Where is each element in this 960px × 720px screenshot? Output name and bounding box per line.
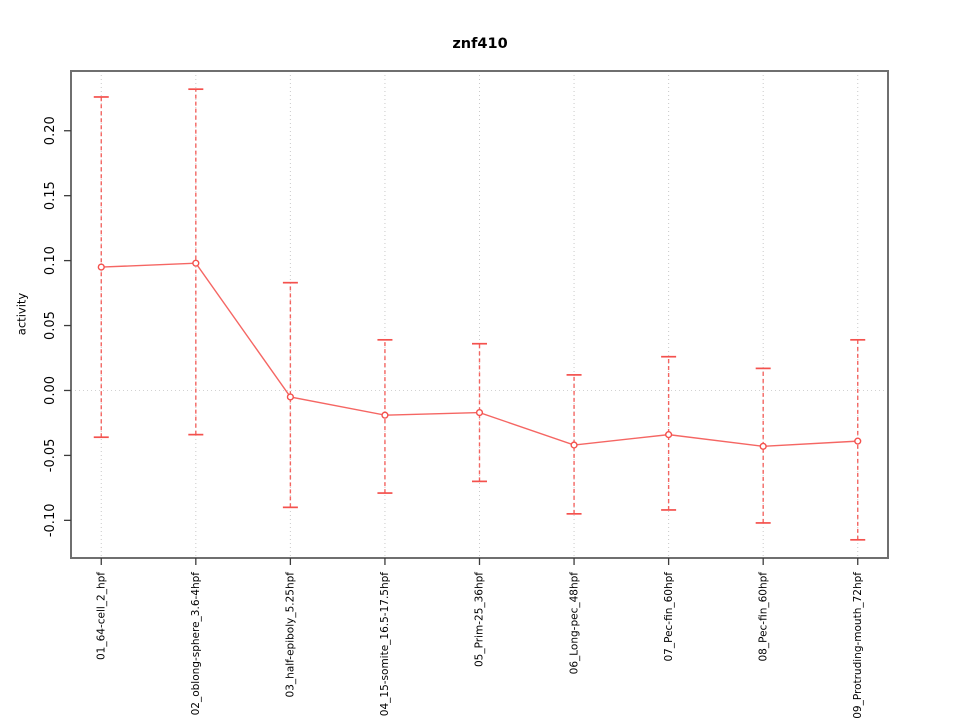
x-tick-label: 08_Pec-fin_60hpf <box>757 572 769 662</box>
y-tick-label: 0.15 <box>43 181 58 210</box>
data-point <box>381 411 389 419</box>
x-tick-label: 05_Prim-25_36hpf <box>474 572 486 667</box>
chart-title: znf410 <box>452 36 507 52</box>
y-tick-label: -0.05 <box>43 439 58 473</box>
x-tick-label: 06_Long-pec_48hpf <box>568 572 580 675</box>
x-tick-label: 04_15-somite_16.5-17.5hpf <box>379 572 391 716</box>
data-point <box>286 393 294 401</box>
plot-border <box>70 70 889 559</box>
data-point <box>97 263 105 271</box>
data-point <box>665 431 673 439</box>
x-tick-label: 03_half-epiboly_5.25hpf <box>285 572 297 698</box>
y-axis-label: activity <box>15 293 29 336</box>
data-point <box>475 408 484 417</box>
x-tick-label: 01_64-cell_2_hpf <box>95 572 107 660</box>
data-point <box>570 441 578 449</box>
y-tick-label: 0.00 <box>43 376 58 405</box>
x-tick-label: 02_oblong-sphere_3.6-4hpf <box>190 572 202 716</box>
data-point <box>192 259 200 267</box>
data-point <box>759 442 767 450</box>
y-tick-label: 0.05 <box>43 311 58 340</box>
data-point <box>854 437 862 445</box>
y-tick-label: 0.20 <box>43 116 58 145</box>
x-tick-label: 09_Protruding-mouth_72hpf <box>852 572 864 719</box>
x-tick-label: 07_Pec-fin_60hpf <box>663 572 675 662</box>
y-tick-label: 0.10 <box>43 246 58 275</box>
y-tick-label: -0.10 <box>43 504 58 538</box>
